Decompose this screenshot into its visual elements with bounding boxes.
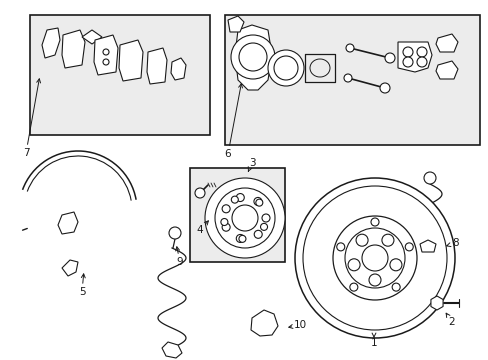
Circle shape (236, 234, 244, 243)
Polygon shape (119, 40, 142, 81)
Circle shape (389, 259, 401, 271)
Circle shape (416, 47, 426, 57)
Circle shape (260, 223, 267, 230)
Circle shape (222, 223, 230, 231)
Text: 6: 6 (224, 149, 231, 159)
Circle shape (204, 178, 285, 258)
Circle shape (262, 214, 269, 222)
Circle shape (345, 228, 404, 288)
Bar (224, 15, 479, 145)
Circle shape (381, 234, 393, 246)
Circle shape (231, 196, 238, 203)
Polygon shape (397, 42, 431, 72)
Text: 3: 3 (248, 158, 255, 168)
Circle shape (303, 186, 446, 330)
Circle shape (370, 218, 378, 226)
Text: 8: 8 (452, 238, 458, 248)
Circle shape (255, 199, 262, 206)
Circle shape (222, 205, 230, 213)
Polygon shape (235, 25, 271, 90)
Circle shape (423, 172, 435, 184)
Circle shape (230, 35, 274, 79)
Circle shape (402, 47, 412, 57)
Bar (190, 168, 285, 262)
Text: 4: 4 (196, 225, 203, 235)
Polygon shape (42, 28, 60, 58)
Circle shape (391, 283, 399, 291)
Circle shape (273, 56, 297, 80)
Circle shape (103, 49, 109, 55)
Polygon shape (82, 30, 102, 44)
Circle shape (267, 50, 304, 86)
Polygon shape (227, 16, 244, 32)
Circle shape (195, 188, 204, 198)
Circle shape (103, 59, 109, 65)
Circle shape (236, 194, 244, 202)
Circle shape (355, 234, 367, 246)
Circle shape (346, 44, 353, 52)
Polygon shape (94, 35, 118, 75)
Circle shape (379, 83, 389, 93)
Polygon shape (435, 61, 457, 79)
Circle shape (239, 43, 266, 71)
Polygon shape (62, 30, 85, 68)
Circle shape (349, 283, 357, 291)
Text: 5: 5 (79, 287, 85, 297)
Circle shape (254, 230, 262, 238)
Polygon shape (435, 34, 457, 52)
Circle shape (332, 216, 416, 300)
Circle shape (221, 219, 227, 225)
Polygon shape (250, 310, 278, 336)
Bar (30, 15, 209, 135)
Polygon shape (62, 260, 78, 276)
Text: 10: 10 (293, 320, 306, 330)
Polygon shape (162, 342, 182, 358)
Text: 2: 2 (448, 317, 454, 327)
Circle shape (231, 205, 258, 231)
Text: 1: 1 (370, 338, 377, 348)
Text: 7: 7 (22, 148, 29, 158)
Circle shape (343, 74, 351, 82)
Circle shape (336, 243, 344, 251)
Circle shape (368, 274, 380, 286)
Circle shape (416, 57, 426, 67)
Polygon shape (147, 48, 167, 84)
Circle shape (169, 227, 181, 239)
Circle shape (361, 245, 387, 271)
Polygon shape (430, 296, 442, 310)
Polygon shape (171, 58, 185, 80)
Circle shape (405, 243, 412, 251)
Polygon shape (419, 240, 435, 252)
Circle shape (239, 235, 245, 242)
Circle shape (347, 259, 359, 271)
Circle shape (215, 188, 274, 248)
Circle shape (253, 197, 262, 206)
Circle shape (294, 178, 454, 338)
Circle shape (402, 57, 412, 67)
Circle shape (384, 53, 394, 63)
Text: 9: 9 (176, 257, 183, 267)
Polygon shape (58, 212, 78, 234)
